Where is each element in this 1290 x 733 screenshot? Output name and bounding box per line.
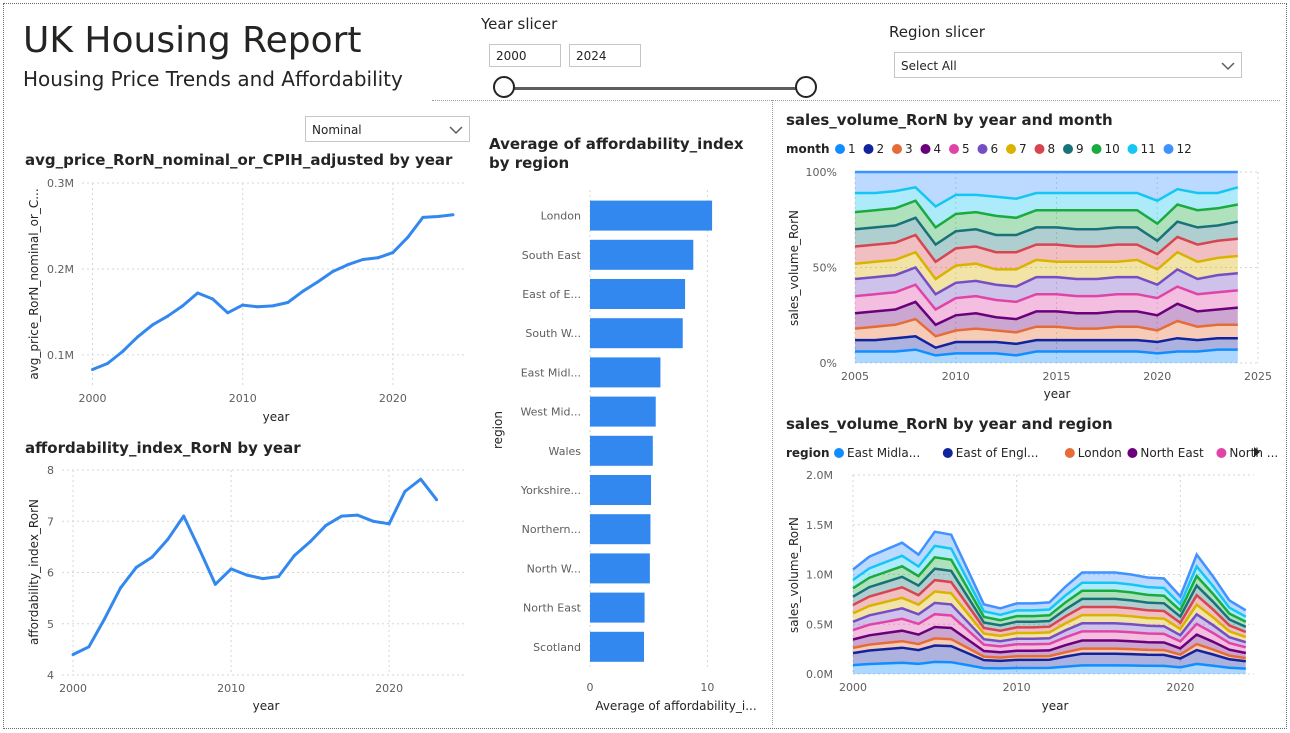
price-mode-dropdown[interactable]: Nominal [305,116,470,142]
avg-price-chart-title: avg_price_RorN_nominal_or_CPIH_adjusted … [25,151,453,169]
chevron-down-icon [1221,62,1235,71]
header-divider [432,100,1280,101]
chevron-down-icon [449,126,463,135]
region-slicer-dropdown[interactable]: Select All [894,52,1242,78]
year-slicer-start-handle[interactable] [493,76,515,98]
year-slicer-end-handle[interactable] [795,76,817,98]
sales-month-chart-title: sales_volume_RorN by year and month [786,111,1113,129]
sales-region-chart-title: sales_volume_RorN by year and region [786,415,1113,433]
year-slicer-end-input[interactable]: 2024 [569,44,641,67]
report-title: UK Housing Report [23,20,362,61]
year-slicer-start-input[interactable]: 2000 [489,44,561,67]
affordability-line-chart-title: affordability_index_RorN by year [25,439,301,457]
year-slicer-track[interactable] [505,87,807,90]
price-mode-value: Nominal [312,123,362,137]
right-panel-divider [772,100,773,725]
year-slicer-label: Year slicer [481,15,558,33]
region-slicer-value: Select All [901,59,957,73]
report-canvas-border [3,3,1287,729]
report-subtitle: Housing Price Trends and Affordability [23,67,403,91]
affordability-region-chart-title: Average of affordability_index by region [489,135,744,172]
region-slicer-label: Region slicer [889,23,985,41]
